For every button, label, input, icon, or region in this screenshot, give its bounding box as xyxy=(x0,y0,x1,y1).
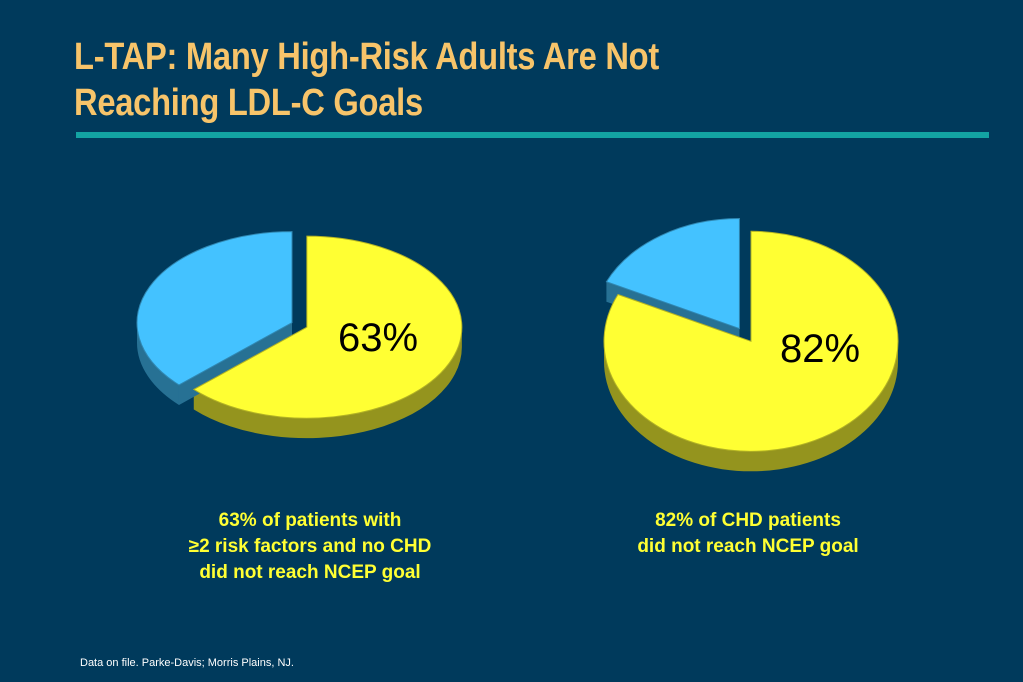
caption-line: ≥2 risk factors and no CHD xyxy=(188,536,432,557)
title-line-1: L-TAP: Many High-Risk Adults Are Not xyxy=(74,36,660,78)
pie-chart-risk-factors: 63% xyxy=(136,231,463,439)
caption-line: did not reach NCEP goal xyxy=(199,562,421,583)
pie-slice-side xyxy=(193,327,462,439)
slide-title: L-TAP: Many High-Risk Adults Are Not Rea… xyxy=(74,34,848,126)
pie-slice-side xyxy=(604,341,899,472)
caption-chd: 82% of CHD patients did not reach NCEP g… xyxy=(568,508,928,560)
pie-slice-not-at-goal xyxy=(603,230,899,452)
title-line-2: Reaching LDL-C Goals xyxy=(74,82,423,124)
caption-line: did not reach NCEP goal xyxy=(637,536,859,557)
pie-slice-label: 63% xyxy=(338,316,418,360)
footnote: Data on file. Parke-Davis; Morris Plains… xyxy=(80,657,294,669)
caption-line: 82% of CHD patients xyxy=(655,510,841,531)
pie-slice-label: 82% xyxy=(780,327,860,371)
pie-slice-at-goal xyxy=(136,231,293,386)
pie-chart-chd: 82% xyxy=(603,218,899,472)
pie-slice-at-goal xyxy=(605,218,740,330)
caption-risk-factors: 63% of patients with ≥2 risk factors and… xyxy=(130,508,490,586)
title-divider xyxy=(76,132,989,138)
caption-line: 63% of patients with xyxy=(218,510,402,531)
pie-slice-side xyxy=(136,322,179,405)
pie-slice-not-at-goal xyxy=(192,235,463,419)
